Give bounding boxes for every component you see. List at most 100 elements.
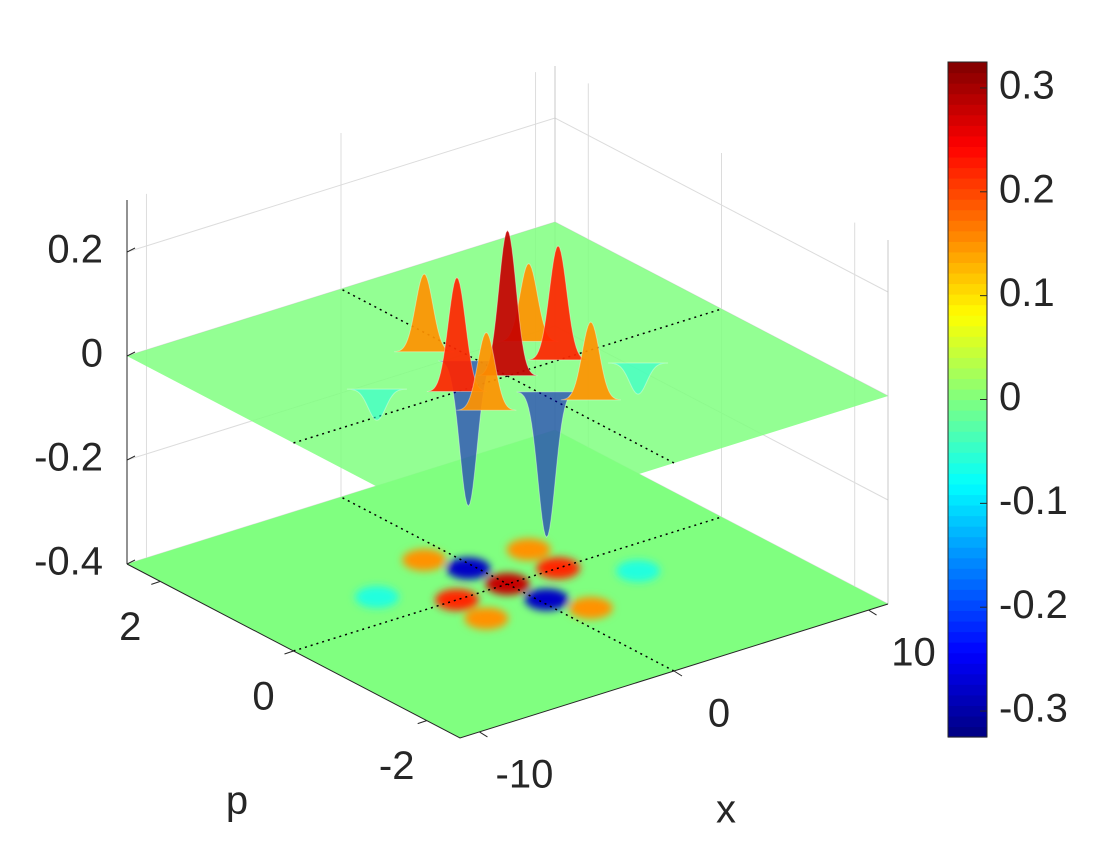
colorbar-stripe xyxy=(948,209,987,221)
colorbar-stripe xyxy=(948,705,987,717)
colorbar-stripe xyxy=(948,357,987,369)
colorbar-stripe xyxy=(948,378,987,390)
colorbar-stripe xyxy=(948,83,987,95)
floor-spot xyxy=(446,557,491,580)
colorbar-stripe xyxy=(948,125,987,137)
colorbar-stripe xyxy=(948,283,987,295)
colorbar-stripe xyxy=(948,262,987,274)
colorbar-tick-label: 0 xyxy=(999,375,1021,419)
colorbar-stripe xyxy=(948,610,987,622)
colorbar-stripe xyxy=(948,526,987,538)
x-tick-label: -10 xyxy=(496,752,554,796)
z-tick-label: 0 xyxy=(81,332,103,376)
colorbar-stripe xyxy=(948,72,987,84)
z-tick-label: -0.2 xyxy=(34,436,103,480)
colorbar-stripe xyxy=(948,420,987,432)
colorbar-stripe xyxy=(948,294,987,306)
colorbar-stripe xyxy=(948,399,987,411)
colorbar-stripe xyxy=(948,431,987,443)
colorbar-stripe xyxy=(948,694,987,706)
colorbar-stripe xyxy=(948,568,987,580)
colorbar-stripe xyxy=(948,452,987,464)
surface-peak xyxy=(528,245,589,361)
colorbar-stripe xyxy=(948,272,987,285)
p-tick xyxy=(284,650,294,655)
colorbar-stripe xyxy=(948,494,987,506)
colorbar-stripe xyxy=(948,62,987,74)
colorbar-stripe xyxy=(948,336,987,348)
x-axis-label: x xyxy=(716,788,736,832)
center-line xyxy=(293,516,722,652)
colorbar-stripe xyxy=(948,220,987,232)
xy-axes xyxy=(126,563,889,739)
colorbar-tick-label: -0.1 xyxy=(999,479,1068,523)
floor-spot xyxy=(402,548,447,571)
colorbar-stripe xyxy=(948,473,987,485)
colorbar-stripe xyxy=(948,114,987,126)
colorbar-tick-label: 0.3 xyxy=(999,64,1055,108)
surface-peak xyxy=(346,388,407,421)
colorbar-stripe xyxy=(948,547,987,559)
colorbar-tick-label: -0.3 xyxy=(999,687,1068,731)
colorbar-stripe xyxy=(948,515,987,527)
colorbar-stripe xyxy=(948,441,987,453)
colorbar-stripe xyxy=(948,620,987,633)
floor-spot xyxy=(354,586,399,609)
floor-pattern xyxy=(354,538,661,630)
colorbar-stripe xyxy=(948,589,987,601)
colorbar-stripe xyxy=(948,251,987,263)
x-tick xyxy=(868,609,877,616)
colorbar-stripe xyxy=(948,188,987,200)
colorbar-stripe xyxy=(948,104,987,116)
x-tick xyxy=(673,670,683,677)
colorbar-stripe xyxy=(948,230,987,242)
colorbar-stripe xyxy=(948,167,987,179)
colorbar-stripe xyxy=(948,684,987,696)
colorbar-stripe xyxy=(948,241,987,253)
z-tick xyxy=(126,559,136,565)
colorbar-stripe xyxy=(948,367,987,380)
z-tick xyxy=(126,351,136,357)
colorbar-stripe xyxy=(948,388,987,401)
colorbar-stripe xyxy=(948,178,987,190)
colorbar-stripe xyxy=(948,346,987,358)
p-tick-label: -2 xyxy=(379,744,415,788)
colorbar-stripe xyxy=(948,504,987,517)
x-tick-label: 0 xyxy=(708,692,730,736)
colorbar-stripe xyxy=(948,146,987,158)
colorbar-stripe xyxy=(948,631,987,643)
z-tick-label: -0.4 xyxy=(34,540,103,584)
colorbar-stripe xyxy=(948,483,987,496)
z-tick xyxy=(126,455,136,461)
colorbar-tick-label: -0.2 xyxy=(999,583,1068,627)
y-axis-label: p xyxy=(226,779,248,823)
colorbar-stripe xyxy=(948,726,987,738)
z-tick xyxy=(126,247,136,253)
center-line xyxy=(340,288,675,464)
p-tick xyxy=(151,580,161,585)
colorbar-stripe xyxy=(948,135,987,147)
colorbar-stripe xyxy=(948,462,987,474)
p-tick xyxy=(417,720,427,725)
colorbar-stripe xyxy=(948,578,987,590)
floor-spot xyxy=(524,588,569,611)
surface-peak xyxy=(456,331,517,411)
p-tick-label: 0 xyxy=(252,675,274,719)
colorbar-stripe xyxy=(948,304,987,316)
colorbar-stripe xyxy=(948,325,987,337)
colorbar-stripe xyxy=(948,652,987,664)
x-tick xyxy=(479,731,488,738)
x-tick-label: 10 xyxy=(891,631,936,675)
floor-spot xyxy=(616,559,661,582)
colorbar-stripe xyxy=(948,599,987,612)
p-tick-label: 2 xyxy=(119,605,141,649)
colorbar-stripe xyxy=(948,642,987,654)
floor-spot xyxy=(506,538,551,561)
colorbar-stripe xyxy=(948,199,987,211)
center-line xyxy=(293,308,722,444)
colorbar-stripe xyxy=(948,315,987,327)
colorbar-stripe xyxy=(948,663,987,675)
colorbar-stripe xyxy=(948,715,987,728)
surface-peak xyxy=(608,362,669,395)
